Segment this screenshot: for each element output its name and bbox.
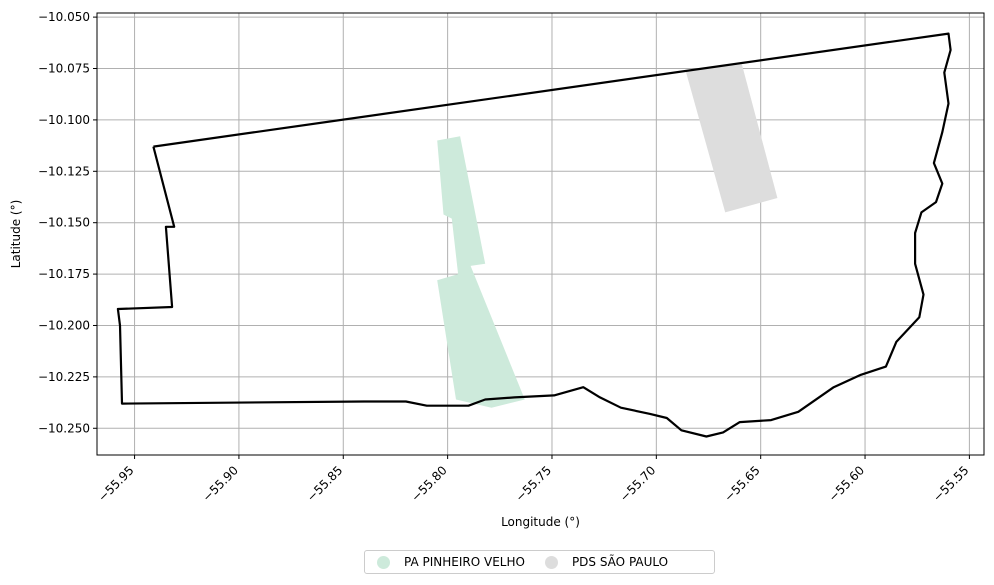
y-tick-label: −10.225: [38, 370, 90, 384]
legend: PA PINHEIRO VELHO PDS SÃO PAULO: [364, 550, 715, 574]
area-patches: [437, 64, 778, 408]
plot-frame: [96, 12, 985, 456]
x-tick-label: −55.55: [930, 463, 971, 504]
legend-item-pds-sao-paulo: PDS SÃO PAULO: [544, 555, 669, 569]
y-axis-label: Latitude (°): [9, 200, 23, 269]
legend-label: PDS SÃO PAULO: [571, 555, 669, 569]
x-tick-label: −55.95: [95, 463, 136, 504]
x-tick-label: −55.65: [721, 463, 762, 504]
x-tick-label: −55.85: [304, 463, 345, 504]
legend-swatch-icon: [377, 555, 390, 569]
y-tick-label: −10.050: [38, 10, 90, 24]
x-tick-label: −55.75: [513, 463, 554, 504]
x-axis-label: Longitude (°): [501, 515, 580, 529]
x-tick-label: −55.60: [826, 463, 867, 504]
x-axis-ticks: −55.95 −55.90 −55.85 −55.80 −55.75 −55.70 −55.…: [95, 455, 972, 505]
y-axis-ticks: −10.050 −10.075 −10.100 −10.125 −10.150 −10.1…: [38, 10, 97, 435]
y-tick-label: −10.125: [38, 164, 90, 178]
boundary-layer: [116, 32, 952, 438]
legend-item-pa-pinheiro-velho: PA PINHEIRO VELHO: [377, 555, 525, 569]
y-tick-label: −10.175: [38, 267, 90, 281]
y-tick-label: −10.250: [38, 421, 90, 435]
x-tick-label: −55.80: [408, 463, 449, 504]
y-tick-label: −10.100: [38, 113, 90, 127]
legend-label: PA PINHEIRO VELHO: [404, 555, 525, 569]
x-tick-label: −55.70: [617, 463, 658, 504]
y-tick-label: −10.150: [38, 216, 90, 230]
area-polygon-0: [437, 136, 525, 408]
x-tick-label: −55.90: [200, 463, 241, 504]
area-polygon-1: [685, 64, 778, 213]
legend-swatch-icon: [544, 555, 558, 569]
y-tick-label: −10.200: [38, 318, 90, 332]
boundary-outline: [116, 32, 952, 438]
y-tick-label: −10.075: [38, 62, 90, 76]
grid-lines: [97, 13, 984, 455]
